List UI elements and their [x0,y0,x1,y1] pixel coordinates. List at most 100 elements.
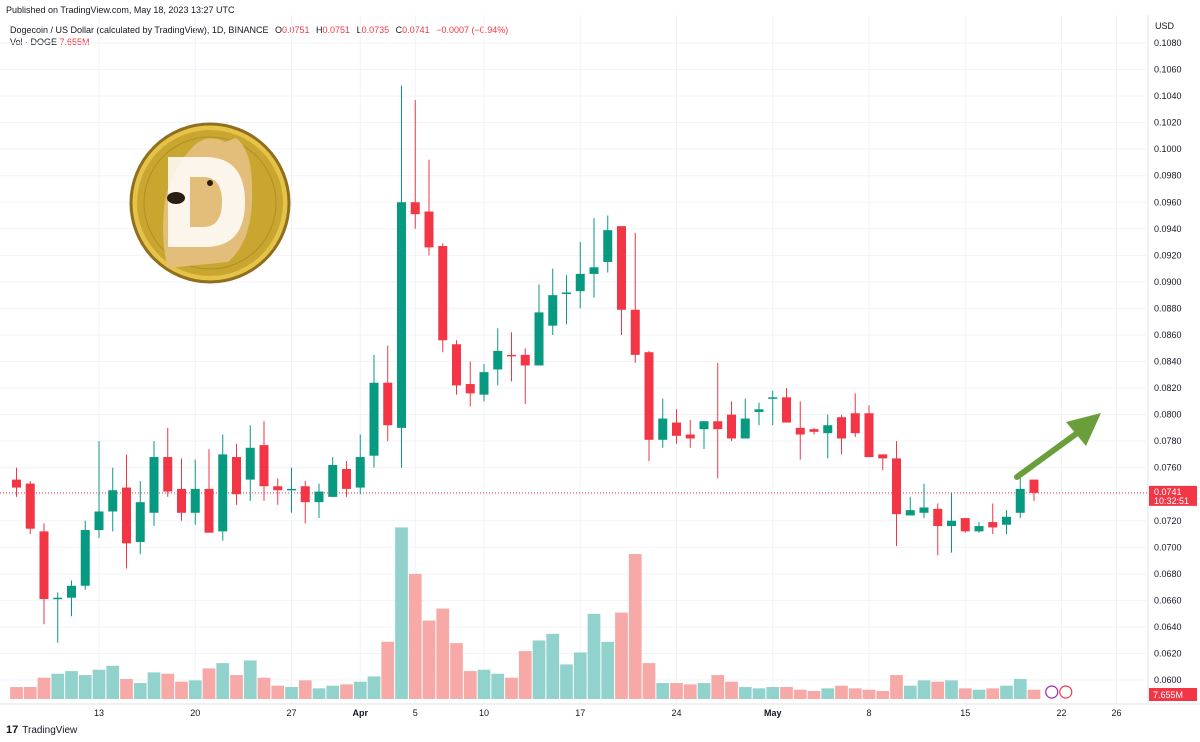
volume-bar [161,673,175,699]
high-label: H [316,25,323,35]
price-tick-label: 0.0620 [1154,648,1182,658]
price-tick-label: 0.0600 [1154,675,1182,685]
candle-body [850,413,860,434]
volume-bar [903,685,917,699]
volume-bar [92,669,106,699]
candle-body [1029,479,1039,493]
symbol-legend: Dogecoin / US Dollar (calculated by Trad… [10,24,508,48]
price-tick-label: 0.1060 [1154,65,1182,75]
high-value: 0.0751 [322,25,351,35]
time-tick-label: 24 [671,708,681,718]
candle-body [273,486,283,491]
candle-body [218,454,228,532]
volume-bar [450,643,463,699]
candle-body [933,508,943,527]
candle-body [562,292,571,294]
close-value: 0.0741 [402,25,430,35]
published-note: Published on TradingView.com, May 18, 20… [6,5,235,15]
candle-body [658,418,668,440]
time-tick-label: 20 [190,708,200,718]
volume-bar [821,688,835,699]
volume-bar [298,680,312,699]
price-tick-label: 0.0780 [1154,436,1182,446]
candle-body [493,350,503,370]
candle-body [974,526,984,532]
candle-body [424,211,434,248]
volume-bar [243,660,257,699]
volume-bar [945,680,958,699]
volume-bar [958,688,972,699]
candle-body [287,488,296,491]
candle-body [644,352,654,440]
volume-bars [10,527,1041,699]
low-label: L [356,25,362,35]
candle-body [328,465,338,497]
candle-body [410,202,420,215]
volume-bar [381,641,395,699]
open-value: 0.0751 [281,25,310,35]
candle-body [809,429,819,432]
candle-body [149,457,159,513]
volume-bar [738,687,752,699]
candle-body [342,468,351,489]
price-tick-label: 0.1020 [1154,118,1182,128]
candle-body [548,295,558,326]
volume-bar [793,689,807,699]
countdown-label: 10:32:51 [1154,496,1189,506]
candle-body [795,427,805,435]
candle-body [355,457,365,488]
time-axis[interactable]: 13 20 27 Apr 5 10 17 24 May 8 15 22 26 [0,703,1200,718]
currency-label: USD [1155,21,1175,31]
volume-bar [230,675,243,699]
price-tick-label: 0.0980 [1154,171,1182,181]
last-price-badge [1149,485,1197,506]
volume-bar [532,640,546,699]
volume-bar [546,633,560,699]
candle-body [135,502,145,542]
candle-body [507,354,516,357]
candle-body [369,382,379,456]
volume-badge [1149,688,1197,701]
flag-icon [1059,685,1073,699]
tradingview-logo[interactable]: 17 TradingView [6,724,77,736]
dogecoin-logo [129,122,291,284]
volume-bar [1027,689,1041,699]
price-tick-label: 0.0940 [1154,224,1182,234]
candle-body [630,309,640,355]
price-tick-label: 0.1080 [1154,38,1182,48]
time-tick-label: 8 [866,708,871,718]
price-axis[interactable]: USD 0.1080 0.1060 0.1040 0.1020 0.1000 0.0980 0… [1147,15,1197,704]
price-tick-label: 0.0960 [1154,197,1182,207]
volume-bar [505,677,518,699]
volume-bar [601,641,615,699]
price-tick-label: 0.0700 [1154,542,1182,552]
price-tick-label: 0.0820 [1154,383,1182,393]
trend-arrow [1014,413,1101,480]
volume-bar [725,681,738,699]
candle-body [754,409,764,412]
candle-body [163,457,173,492]
volume-bar [37,677,51,699]
tradingview-mark-icon: 17 [6,724,19,736]
candle-body [452,344,461,386]
event-icon [1045,685,1059,699]
volume-bar [807,691,821,699]
volume-bar [670,683,683,699]
volume-bar [780,687,793,699]
price-tick-label: 0.0760 [1154,463,1182,473]
volume-bar [711,675,725,699]
candle-body [1002,516,1011,525]
candle-body [713,421,723,430]
time-tick-label: 15 [960,708,970,718]
candle-body [190,488,200,513]
close-label: C [395,25,403,35]
volume-bar [367,676,381,699]
last-price-label: 0.0741 [1154,487,1182,497]
candle-body [534,312,544,366]
price-tick-label: 0.0640 [1154,622,1182,632]
volume-bar [573,652,587,699]
candle-body [603,230,613,262]
candle-body [988,522,998,528]
time-tick-label: 10 [479,708,489,718]
